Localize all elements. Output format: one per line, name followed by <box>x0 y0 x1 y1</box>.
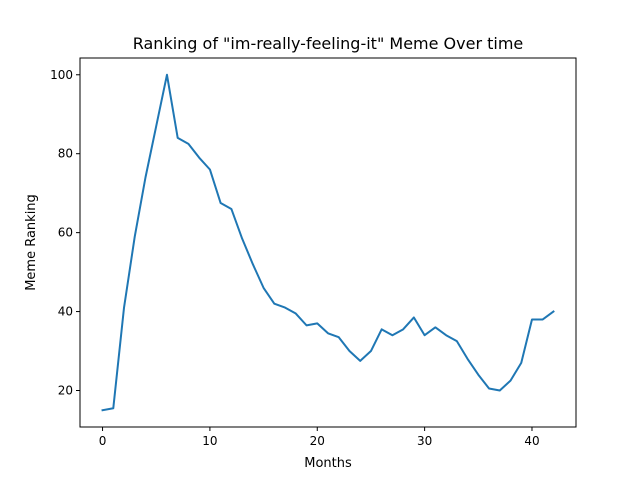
x-axis-label: Months <box>304 456 352 471</box>
x-tick-label: 40 <box>524 434 539 448</box>
y-tick-label: 100 <box>50 68 73 82</box>
x-tick-label: 20 <box>310 434 325 448</box>
x-tick-label: 0 <box>99 434 107 448</box>
plot-layer <box>101 73 555 412</box>
plot-frame <box>79 57 577 428</box>
x-tick-label: 30 <box>417 434 432 448</box>
y-tick-label: 40 <box>58 305 73 319</box>
series-line <box>101 73 555 412</box>
chart-title: Ranking of "im-really-feeling-it" Meme O… <box>133 34 524 53</box>
y-tick-label: 60 <box>58 226 73 240</box>
x-tick-label: 10 <box>202 434 217 448</box>
y-tick-label: 80 <box>58 147 73 161</box>
tick-layer: 0 10 20 30 40 20 40 60 80 100 <box>50 68 540 448</box>
y-tick-label: 20 <box>58 383 73 397</box>
y-axis-label: Meme Ranking <box>24 194 39 291</box>
